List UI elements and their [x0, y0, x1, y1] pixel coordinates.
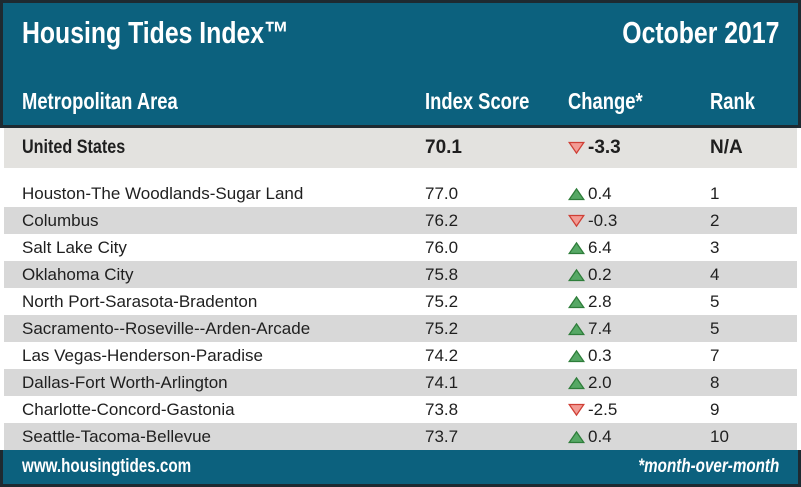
- change-cell: -0.3: [568, 211, 710, 231]
- change-value: 6.4: [588, 237, 612, 257]
- metro-name: Columbus: [22, 210, 99, 230]
- metro-name: United States: [22, 137, 126, 158]
- index-score-value: 75.8: [425, 264, 459, 284]
- index-score-value: 75.2: [425, 318, 459, 338]
- up-triangle-icon: [568, 187, 585, 200]
- down-triangle-icon: [568, 141, 585, 155]
- column-header-change: Change*: [568, 88, 643, 114]
- metro-name: North Port-Sarasota-Bradenton: [22, 291, 258, 311]
- index-score-value: 75.2: [425, 291, 459, 311]
- change-cell: 6.4: [568, 238, 710, 258]
- index-score-value: 74.1: [425, 372, 459, 392]
- index-score-value: 77.0: [425, 183, 459, 203]
- table-row: Las Vegas-Henderson-Paradise 74.2 0.3 7: [4, 342, 797, 369]
- table-row-united-states: United States 70.1 -3.3 N/A: [4, 128, 797, 168]
- change-cell: 0.2: [568, 265, 710, 285]
- rank-value: 2: [710, 210, 720, 230]
- change-cell: -3.3: [568, 137, 710, 159]
- index-score-value: 73.8: [425, 399, 459, 419]
- table-row: Charlotte-Concord-Gastonia 73.8 -2.5 9: [4, 396, 797, 423]
- table-row: North Port-Sarasota-Bradenton 75.2 2.8 5: [4, 288, 797, 315]
- index-score-value: 76.0: [425, 237, 459, 257]
- metro-name: Seattle-Tacoma-Bellevue: [22, 426, 211, 446]
- change-value: 0.4: [588, 426, 612, 446]
- column-header-rank: Rank: [710, 88, 755, 114]
- change-value: 0.3: [588, 345, 612, 365]
- footer-band: www.housingtides.com *month-over-month: [0, 450, 801, 487]
- rank-value: 8: [710, 372, 720, 392]
- change-value: 0.2: [588, 264, 612, 284]
- change-value: 2.0: [588, 372, 612, 392]
- table-row: Salt Lake City 76.0 6.4 3: [4, 234, 797, 261]
- table-row: Dallas-Fort Worth-Arlington 74.1 2.0 8: [4, 369, 797, 396]
- rank-value: 7: [710, 345, 720, 365]
- metro-name: Las Vegas-Henderson-Paradise: [22, 345, 263, 365]
- change-cell: 2.0: [568, 373, 710, 393]
- change-value: -2.5: [588, 399, 618, 419]
- index-score-value: 74.2: [425, 345, 459, 365]
- table-row: Houston-The Woodlands-Sugar Land 77.0 0.…: [4, 180, 797, 207]
- rank-value: 5: [710, 318, 720, 338]
- column-header-row: Metropolitan Area Index Score Change* Ra…: [22, 88, 779, 115]
- metro-name: Oklahoma City: [22, 264, 134, 284]
- change-value: 0.4: [588, 183, 612, 203]
- change-cell: 7.4: [568, 319, 710, 339]
- title-row: Housing Tides Index™ October 2017: [22, 15, 779, 51]
- rank-value: 9: [710, 399, 720, 419]
- index-score-value: 70.1: [425, 137, 462, 158]
- change-cell: -2.5: [568, 400, 710, 420]
- table-row: Seattle-Tacoma-Bellevue 73.7 0.4 10: [4, 423, 797, 450]
- metro-name: Charlotte-Concord-Gastonia: [22, 399, 235, 419]
- table-body: Houston-The Woodlands-Sugar Land 77.0 0.…: [0, 180, 801, 450]
- metro-name: Houston-The Woodlands-Sugar Land: [22, 183, 304, 203]
- change-cell: 0.3: [568, 346, 710, 366]
- metro-name: Dallas-Fort Worth-Arlington: [22, 372, 228, 392]
- change-cell: 0.4: [568, 427, 710, 447]
- metro-name: Sacramento--Roseville--Arden-Arcade: [22, 318, 311, 338]
- table-row: Oklahoma City 75.8 0.2 4: [4, 261, 797, 288]
- up-triangle-icon: [568, 349, 585, 362]
- rank-value: 3: [710, 237, 720, 257]
- table-row: Sacramento--Roseville--Arden-Arcade 75.2…: [4, 315, 797, 342]
- up-triangle-icon: [568, 322, 585, 335]
- up-triangle-icon: [568, 268, 585, 281]
- column-header-metro-area: Metropolitan Area: [22, 88, 178, 114]
- report-period: October 2017: [621, 15, 779, 50]
- down-triangle-icon: [568, 214, 585, 227]
- index-score-value: 73.7: [425, 426, 459, 446]
- page-title: Housing Tides Index™: [22, 15, 289, 50]
- rank-value: 4: [710, 264, 720, 284]
- change-value: -0.3: [588, 210, 618, 230]
- rank-value: 10: [710, 426, 729, 446]
- change-value: -3.3: [588, 137, 621, 158]
- down-triangle-icon: [568, 403, 585, 416]
- up-triangle-icon: [568, 241, 585, 254]
- website-link[interactable]: www.housingtides.com: [22, 456, 192, 477]
- rank-value: 5: [710, 291, 720, 311]
- change-cell: 0.4: [568, 184, 710, 204]
- change-value: 2.8: [588, 291, 612, 311]
- footnote-month-over-month: *month-over-month: [637, 456, 779, 477]
- change-cell: 2.8: [568, 292, 710, 312]
- change-value: 7.4: [588, 318, 612, 338]
- table-row: Columbus 76.2 -0.3 2: [4, 207, 797, 234]
- up-triangle-icon: [568, 430, 585, 443]
- rank-value: N/A: [710, 137, 743, 158]
- up-triangle-icon: [568, 376, 585, 389]
- up-triangle-icon: [568, 295, 585, 308]
- column-header-index-score: Index Score: [425, 88, 530, 114]
- index-score-value: 76.2: [425, 210, 459, 230]
- header-band: Housing Tides Index™ October 2017 Metrop…: [0, 0, 801, 128]
- metro-name: Salt Lake City: [22, 237, 127, 257]
- rank-value: 1: [710, 183, 720, 203]
